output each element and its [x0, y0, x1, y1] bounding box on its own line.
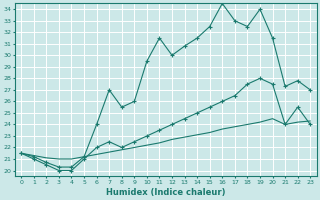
X-axis label: Humidex (Indice chaleur): Humidex (Indice chaleur)	[106, 188, 226, 197]
